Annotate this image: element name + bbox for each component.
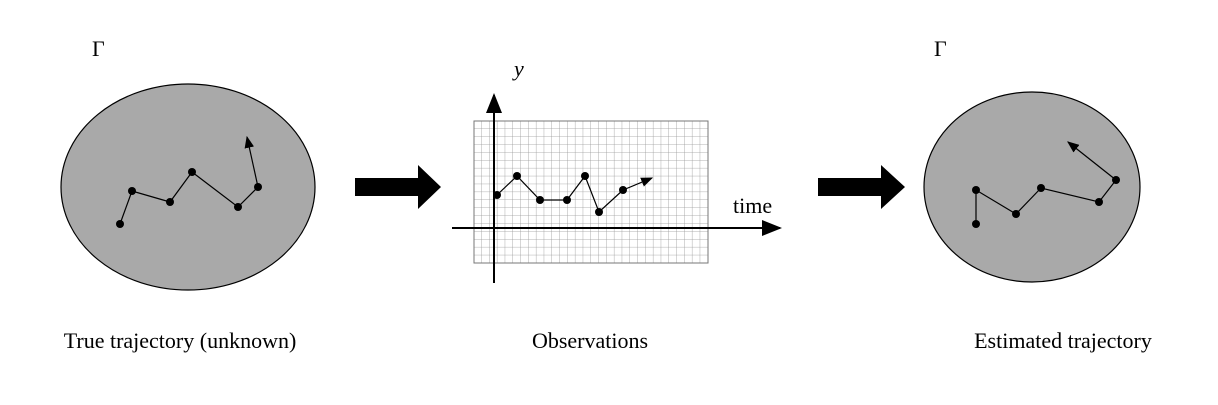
- observation-arrow: [622, 177, 654, 191]
- trajectory-arrow: [244, 135, 259, 188]
- gamma-symbol: Γ: [934, 36, 947, 61]
- trajectory-points: [116, 168, 262, 228]
- trajectory: [975, 179, 1117, 224]
- caption: True trajectory (unknown): [64, 328, 297, 353]
- gamma-symbol: Γ: [92, 36, 105, 61]
- domain-ellipse: [60, 83, 316, 291]
- big-arrow: [818, 165, 905, 209]
- x-axis-label: time: [733, 193, 772, 218]
- domain-ellipse: [923, 91, 1141, 283]
- observations-panel: y time Observations: [452, 56, 782, 353]
- true-trajectory-panel: Γ True trajectory (unknown): [60, 36, 316, 353]
- trajectory-arrow: [1067, 141, 1117, 181]
- caption: Estimated trajectory: [974, 328, 1152, 353]
- estimated-trajectory-panel: Γ Estimated trajectory: [923, 36, 1152, 353]
- caption: Observations: [532, 328, 648, 353]
- trajectory: [119, 171, 259, 225]
- observation-points: [493, 172, 627, 216]
- trajectory-points: [972, 176, 1120, 228]
- y-axis-label: y: [512, 56, 524, 81]
- big-arrow: [355, 165, 441, 209]
